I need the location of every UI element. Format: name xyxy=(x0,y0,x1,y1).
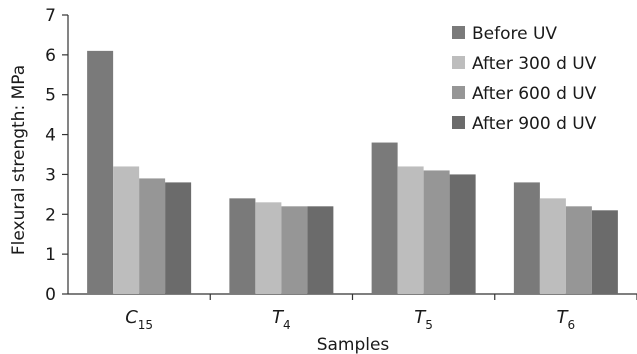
legend-swatch xyxy=(452,26,465,39)
bar xyxy=(229,198,256,294)
legend-label: After 300 d UV xyxy=(472,54,597,74)
legend-swatch xyxy=(452,86,465,99)
bar xyxy=(113,166,140,294)
y-tick-label: 5 xyxy=(45,86,56,106)
bar xyxy=(397,166,424,294)
bar xyxy=(449,174,476,294)
legend-swatch xyxy=(452,116,465,129)
bar xyxy=(139,178,166,294)
y-tick-label: 6 xyxy=(45,46,56,66)
y-tick-label: 4 xyxy=(45,126,56,146)
x-category-label: T5 xyxy=(414,307,433,332)
x-category-label: C15 xyxy=(125,307,153,332)
legend: Before UV After 300 d UV After 600 d UV Aft… xyxy=(452,24,597,134)
x-category-label: T6 xyxy=(557,307,576,332)
legend-label: After 900 d UV xyxy=(472,114,597,134)
bar xyxy=(539,198,566,294)
bar xyxy=(591,210,618,294)
bar xyxy=(371,142,398,294)
x-category-label: T4 xyxy=(272,307,291,332)
bar xyxy=(423,170,450,294)
bar xyxy=(307,206,334,294)
bar xyxy=(513,182,540,294)
y-axis-title: Flexural strength: MPa xyxy=(9,65,29,255)
legend-label: After 600 d UV xyxy=(472,84,597,104)
bar xyxy=(255,202,282,294)
y-tick-label: 0 xyxy=(45,285,56,305)
bar xyxy=(87,50,114,294)
y-tick-label: 1 xyxy=(45,245,56,265)
legend-swatch xyxy=(452,56,465,69)
bar xyxy=(565,206,592,294)
y-tick-label: 7 xyxy=(45,6,56,26)
x-axis-title: Samples xyxy=(317,335,390,354)
legend-label: Before UV xyxy=(472,24,557,44)
plot-area: 0 1 2 3 4 5 6 7 C15 T4 T5 T6 xyxy=(45,6,637,332)
bar xyxy=(165,182,192,294)
y-tick-label: 2 xyxy=(45,205,56,225)
bar xyxy=(281,206,308,294)
y-tick-label: 3 xyxy=(45,165,56,185)
